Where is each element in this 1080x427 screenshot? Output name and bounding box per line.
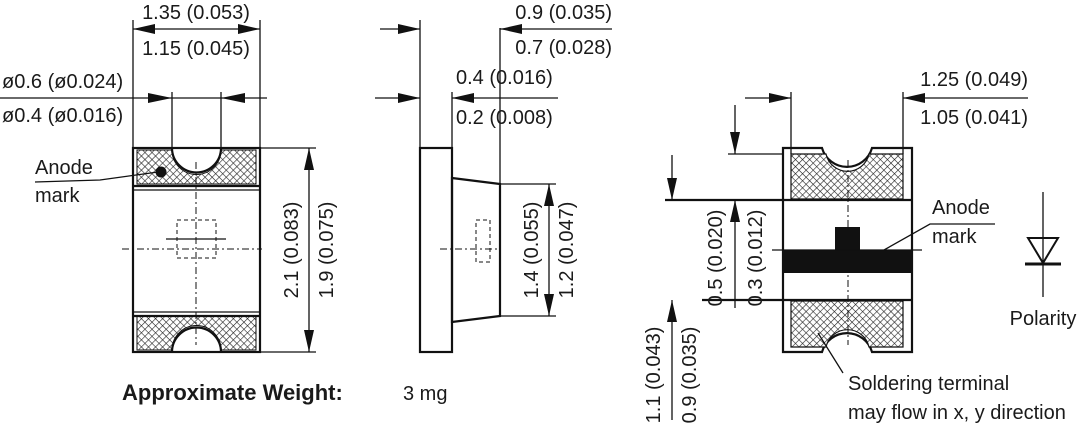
anode-label-line2: mark (35, 185, 80, 207)
pad-gap-min-label: 0.3 (0.012) (745, 210, 767, 307)
length-min-label: 1.9 (0.075) (316, 202, 338, 299)
length-max-label: 2.1 (0.083) (281, 202, 303, 299)
plate-min-label: 0.2 (0.008) (456, 107, 553, 129)
diode-polarity-icon (1025, 192, 1061, 297)
side-view: 0.9 (0.035) 0.7 (0.028) 0.4 (0.016) 0.2 … (375, 2, 612, 354)
pad-len-max-label: 1.1 (0.043) (643, 327, 665, 424)
package-outline (781, 146, 914, 354)
substrate (418, 146, 454, 354)
weight-label: Approximate Weight: (122, 380, 343, 405)
height-min-label: 0.7 (0.028) (515, 37, 612, 59)
polarity-label: Polarity (1010, 308, 1077, 330)
lens-body (450, 176, 502, 324)
plate-max-label: 0.4 (0.016) (456, 67, 553, 89)
notch-min-label: ø0.4 (ø0.016) (2, 105, 123, 127)
weight-value: 3 mg (403, 383, 447, 405)
package-outline (131, 146, 262, 354)
anode-dot (155, 166, 167, 178)
solder-note-line1: Soldering terminal (848, 373, 1009, 395)
anode-label-line1: Anode (932, 197, 990, 219)
pad-gap-max-label: 0.5 (0.020) (705, 210, 727, 307)
height-max-label: 0.9 (0.035) (515, 2, 612, 24)
anode-label-line2: mark (932, 226, 977, 248)
lens-max-label: 1.4 (0.055) (521, 202, 543, 299)
bottom-view: 1.25 (0.049) 1.05 (0.041) 0.5 (0.020) 0.… (643, 69, 1076, 424)
notch-max-label: ø0.6 (ø0.024) (2, 71, 123, 93)
solder-note-line2: may flow in x, y direction (848, 402, 1066, 424)
bottom-terminal (790, 300, 904, 348)
pad-len-min-label: 0.9 (0.035) (679, 327, 701, 424)
lens-min-label: 1.2 (0.047) (556, 202, 578, 299)
pad-width-min-label: 1.05 (0.041) (920, 107, 1028, 129)
pad-width-max-label: 1.25 (0.049) (920, 69, 1028, 91)
width-min-label: 1.15 (0.045) (142, 38, 250, 60)
width-max-label: 1.35 (0.053) (142, 2, 250, 24)
top-view: 1.35 (0.053) 1.15 (0.045) ø0.6 (ø0.024) … (0, 2, 338, 354)
top-terminal (790, 153, 904, 200)
anode-label-line1: Anode (35, 157, 93, 179)
